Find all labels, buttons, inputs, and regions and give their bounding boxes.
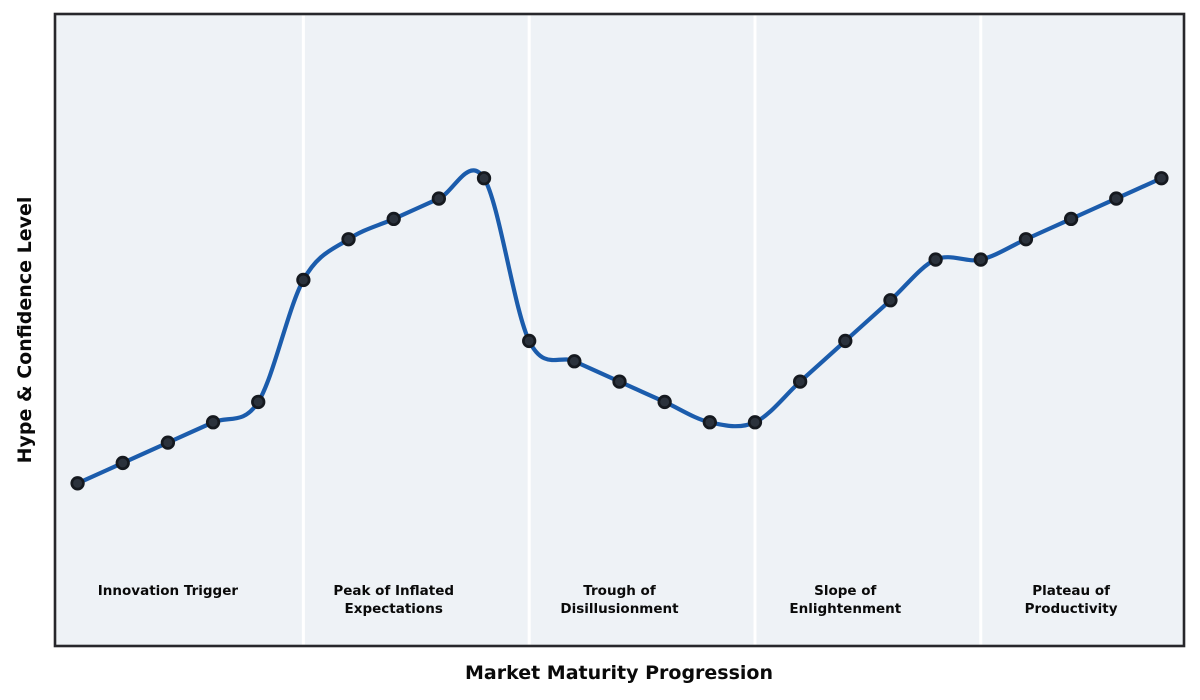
plot-border [53,12,1186,648]
phase-label-1: Innovation Trigger [98,583,239,599]
phase-label-5: Plateau of Productivity [1025,583,1118,617]
hype-curve [75,168,1164,486]
phase-label-2: Peak of Inflated Expectations [333,583,454,617]
data-point-12 [612,374,627,389]
data-point-7 [386,211,401,227]
data-point-22 [1063,211,1079,227]
data-point-20 [973,252,988,267]
data-point-17 [838,333,853,349]
data-point-8 [431,191,447,206]
data-point-11 [567,354,582,369]
data-point-23 [1109,191,1124,206]
phase-label-3: Trough of Disillusionment [560,583,679,617]
data-point-4 [251,394,266,410]
data-point-19 [928,252,943,267]
data-point-3 [205,415,221,430]
data-point-5 [296,272,311,288]
data-point-0 [70,476,85,491]
data-point-16 [792,374,808,389]
data-point-2 [160,435,176,450]
data-point-18 [883,293,898,308]
data-point-6 [341,232,356,247]
plot-background [55,14,1184,646]
data-point-9 [476,171,492,186]
data-point-21 [1018,232,1034,247]
data-point-15 [747,415,763,430]
data-point-1 [115,455,130,471]
data-point-13 [657,394,672,410]
data-point-14 [702,415,717,430]
phase-label-4: Slope of Enlightenment [789,583,901,617]
data-point-10 [522,333,537,349]
data-point-24 [1154,171,1169,186]
